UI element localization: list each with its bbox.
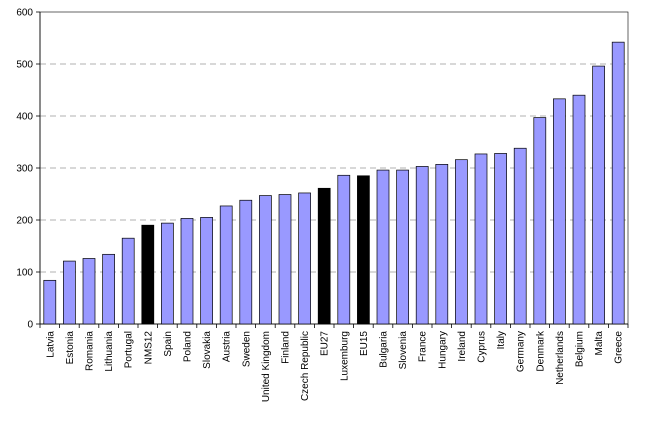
- x-tick-label: Italy: [496, 331, 507, 349]
- bar-czech-republic: [298, 192, 311, 325]
- bar-spain: [161, 222, 174, 325]
- x-tick-label: Netherlands: [555, 331, 566, 385]
- bar-estonia: [63, 260, 76, 325]
- axes: [36, 11, 629, 328]
- x-tick-label: Belgium: [575, 331, 586, 367]
- bar-eu15: [357, 175, 370, 325]
- x-tick-label: United Kingdom: [261, 331, 272, 402]
- y-tick-label: 300: [16, 164, 33, 175]
- x-tick-label: Hungary: [437, 331, 448, 369]
- x-tick-label: Cyprus: [477, 331, 488, 363]
- x-tick-label: Estonia: [65, 331, 76, 365]
- bar-malta: [592, 65, 605, 325]
- bar-netherlands: [553, 98, 566, 325]
- x-tick-labels: Latvia Estonia Romania Lithuania Portugal NMS…: [45, 330, 624, 402]
- x-tick-label: France: [418, 331, 429, 363]
- y-tick-labels: 0 100 200 300 400 500 600: [16, 8, 33, 331]
- bar-luxemburg: [337, 174, 351, 325]
- x-tick-label: Ireland: [457, 331, 468, 362]
- bar-united-kingdom: [259, 195, 272, 325]
- x-tick-label: Romania: [85, 331, 96, 371]
- bar-cyprus: [474, 153, 488, 325]
- x-tick-label: Luxemburg: [339, 331, 350, 381]
- bar-nms12: [141, 224, 155, 325]
- bar-ireland: [455, 159, 468, 325]
- x-tick-label: Bulgaria: [379, 331, 390, 368]
- y-tick-label: 500: [16, 60, 33, 71]
- bar-belgium: [572, 94, 586, 325]
- x-tick-label: Spain: [163, 331, 174, 357]
- x-tick-label: Sweden: [241, 331, 252, 367]
- y-tick-label: 100: [16, 268, 33, 279]
- bar-eu27: [317, 187, 331, 325]
- y-tick-label: 400: [16, 112, 33, 123]
- x-tick-label: NMS12: [143, 331, 154, 365]
- bar-greece: [611, 41, 625, 325]
- bar-slovenia: [396, 169, 409, 325]
- x-tick-label: Slovakia: [202, 331, 213, 369]
- x-tick-label: Austria: [222, 331, 233, 363]
- x-tick-label: EU27: [320, 331, 331, 356]
- x-tick-label: Latvia: [45, 331, 56, 358]
- x-tick-label: Czech Republic: [300, 331, 311, 401]
- bar-lithuania: [102, 253, 115, 325]
- bar-latvia: [43, 279, 57, 325]
- x-tick-label: Lithuania: [104, 331, 115, 372]
- bar-germany: [513, 147, 527, 325]
- y-tick-label: 200: [16, 216, 33, 227]
- x-tick-label: Greece: [614, 331, 625, 364]
- bar-portugal: [121, 237, 135, 325]
- bar-france: [415, 166, 429, 325]
- grid-lines: [40, 63, 628, 273]
- x-tick-label: Slovenia: [398, 331, 409, 370]
- x-tick-label: Finland: [281, 331, 292, 364]
- x-tick-label: Portugal: [124, 331, 135, 368]
- bar-sweden: [239, 199, 253, 325]
- bar-hungary: [435, 164, 449, 325]
- x-tick-label: Poland: [183, 331, 194, 362]
- bar-poland: [180, 218, 194, 325]
- bar-italy: [494, 153, 507, 325]
- bars: [43, 41, 625, 325]
- bar-bulgaria: [376, 169, 390, 325]
- bar-austria: [219, 205, 233, 325]
- x-tick-label: EU15: [359, 331, 370, 356]
- y-tick-label: 0: [27, 320, 33, 331]
- bar-finland: [278, 194, 292, 325]
- bar-slovakia: [200, 217, 213, 325]
- bar-denmark: [533, 117, 547, 325]
- bar-romania: [82, 258, 96, 325]
- x-tick-label: Malta: [594, 331, 605, 356]
- y-tick-label: 600: [16, 8, 33, 19]
- x-tick-label: Denmark: [535, 330, 546, 372]
- x-tick-label: Germany: [516, 331, 527, 372]
